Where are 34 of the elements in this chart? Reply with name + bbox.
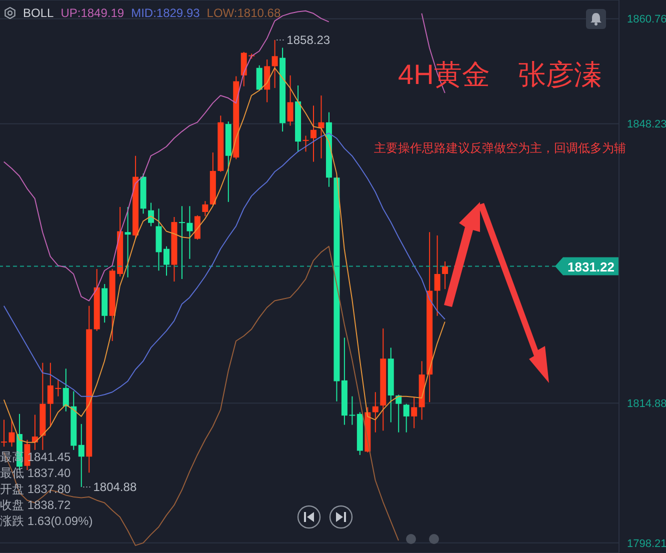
annotation: 1804.88	[93, 480, 137, 494]
text: UP:1849.19	[60, 6, 124, 20]
candlestick	[186, 206, 193, 260]
candlestick	[434, 234, 440, 316]
candlestick	[287, 74, 294, 126]
candlestick	[302, 135, 309, 152]
candlestick	[264, 58, 270, 103]
text: LOW:1810.68	[206, 6, 281, 20]
y-tick-label: 1798.21	[627, 538, 666, 550]
candlestick	[202, 200, 208, 217]
legend-title: BOLL	[23, 6, 54, 20]
candlestick	[310, 105, 316, 162]
annotation: 涨跌 1.63(0.09%)	[0, 513, 93, 529]
line-series	[3, 132, 446, 397]
y-tick-label: 1814.88	[627, 398, 666, 410]
candlestick	[148, 202, 154, 227]
ref-line-label: 1831.22	[568, 259, 614, 274]
candlestick	[62, 368, 69, 412]
annotation: 1858.23	[286, 32, 330, 47]
candlestick	[372, 392, 378, 433]
annotation: 收盘 1838.72	[0, 497, 72, 513]
text: 主要操作思路建议反弹做空为主，回调低多为辅	[374, 140, 626, 157]
candlestick	[256, 64, 262, 91]
candlestick	[272, 39, 278, 88]
y-tick-label: 1848.23	[627, 118, 666, 131]
candlestick	[442, 260, 448, 290]
candlestick	[403, 403, 410, 433]
candlestick	[178, 206, 185, 280]
text: MID:1829.93	[131, 6, 200, 20]
candlestick	[411, 396, 418, 429]
candlestick	[124, 206, 131, 278]
candlestick	[194, 214, 200, 240]
y-tick-label: 1860.76	[627, 14, 666, 26]
candlestick	[78, 423, 84, 488]
